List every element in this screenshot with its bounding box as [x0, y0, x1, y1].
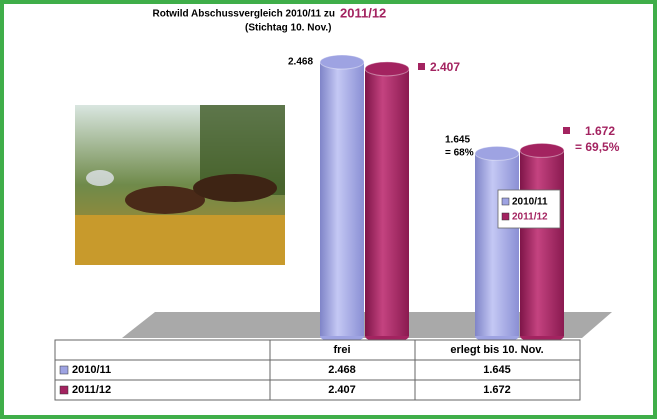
legend-label: 2011/12: [512, 212, 548, 223]
photo: [75, 105, 285, 265]
value-label: 1.645: [445, 135, 470, 146]
label-marker: [418, 63, 425, 70]
table-row-label: 2011/12: [72, 384, 111, 396]
cylinder-top: [319, 54, 365, 70]
annotation: = 68%: [445, 148, 474, 159]
label-marker: [563, 127, 570, 134]
cylinder-bar: [364, 61, 410, 343]
cylinder-body: [365, 68, 409, 336]
cylinder-top: [364, 61, 410, 77]
value-label: 1.672: [585, 124, 615, 138]
cylinder-bar: [474, 145, 520, 343]
cylinder-body: [320, 62, 364, 336]
data-table: frei erlegt bis 10. Nov. 2010/11 2011/12…: [54, 339, 581, 401]
legend-label: 2010/11: [512, 197, 548, 208]
chart-title-highlight: 2011/12: [340, 5, 386, 20]
table-cell: 1.672: [483, 384, 511, 396]
table-cell: 1.645: [483, 364, 511, 376]
chart-title: Rotwild Abschussvergleich 2010/11 zu: [153, 9, 335, 20]
cylinder-body: [475, 153, 519, 336]
chart-subtitle: (Stichtag 10. Nov.): [245, 23, 332, 34]
cylinder-bar: [319, 54, 365, 343]
table-header: erlegt bis 10. Nov.: [450, 344, 543, 356]
table-cell: 2.407: [328, 384, 356, 396]
annotation: = 69,5%: [575, 140, 620, 154]
value-label: 2.407: [430, 60, 460, 74]
table-cell: 2.468: [328, 364, 356, 376]
cylinder-body: [520, 150, 564, 336]
value-label: 2.468: [288, 57, 313, 68]
table-row-label: 2010/11: [72, 364, 111, 376]
legend: 2010/11 2011/12: [497, 189, 561, 229]
table-header: frei: [333, 344, 350, 356]
cylinder-top: [474, 145, 520, 161]
cylinder-top: [519, 142, 565, 158]
cylinder-bar: [519, 142, 565, 343]
